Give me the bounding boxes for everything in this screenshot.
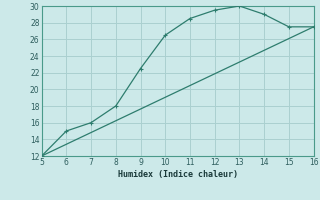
X-axis label: Humidex (Indice chaleur): Humidex (Indice chaleur) (118, 170, 237, 179)
